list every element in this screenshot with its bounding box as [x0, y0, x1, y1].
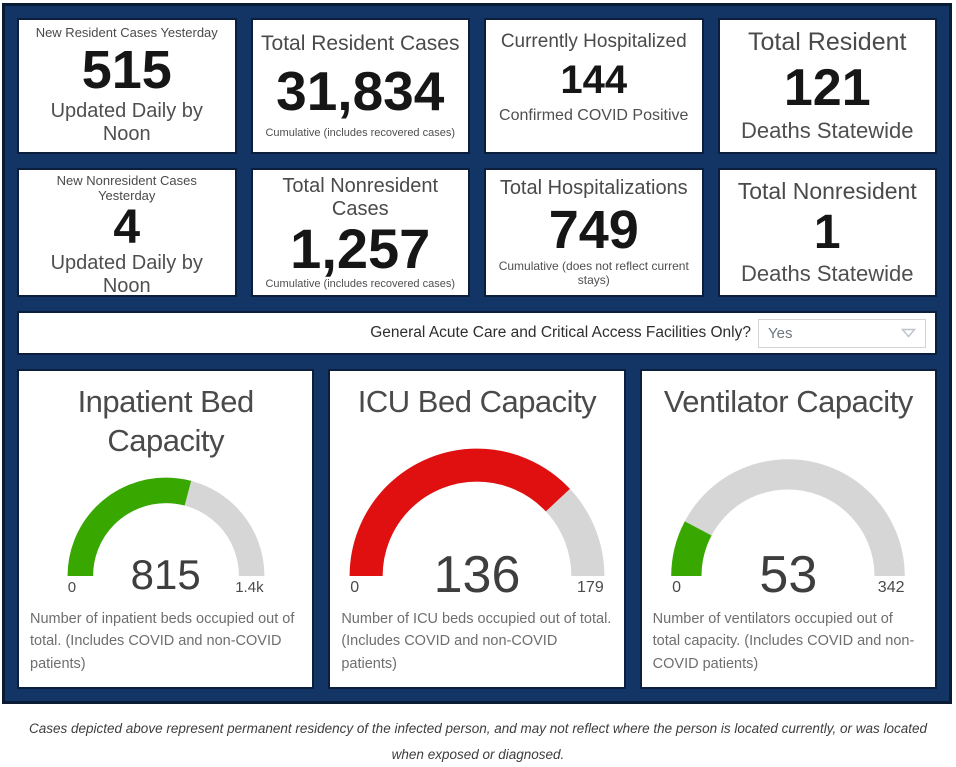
gauge-row: Inpatient Bed Capacity 815 0 1.4k Number…	[17, 369, 937, 689]
stat-card-value: 1,257	[290, 217, 431, 281]
stat-row-resident: New Resident Cases Yesterday 515 Updated…	[17, 18, 937, 154]
stat-card-currently-hospitalized: Currently Hospitalized 144 Confirmed COV…	[484, 18, 704, 154]
gauge-max-label: 342	[877, 578, 905, 596]
stat-card-value: 144	[560, 57, 628, 102]
gauge-chart: 136 0 179	[345, 444, 609, 601]
gauge-arc	[671, 458, 906, 576]
gauge-caption: Number of ventilators occupied out of to…	[652, 610, 915, 672]
stat-card-value: 1	[813, 206, 841, 260]
gauge-value: 53	[759, 545, 818, 604]
footer-disclaimer-text: Cases depicted above represent permanent…	[28, 721, 927, 762]
gauge-inpatient-bed-capacity: Inpatient Bed Capacity 815 0 1.4k Number…	[17, 369, 315, 689]
stat-card-sublabel: Deaths Statewide	[741, 118, 914, 144]
chevron-down-icon	[901, 328, 916, 338]
stat-card-sublabel: Confirmed COVID Positive	[499, 106, 689, 124]
dropdown-selected-value: Yes	[768, 324, 793, 342]
stat-card-value: 515	[81, 40, 172, 101]
gauge-max-label: 1.4k	[235, 578, 264, 596]
gauge-chart: 815 0 1.4k	[64, 474, 268, 595]
facilities-filter-dropdown[interactable]: Yes	[758, 318, 926, 348]
stat-card-label: Total Hospitalizations	[499, 177, 688, 200]
gauge-arc	[67, 477, 265, 576]
stat-card-value: 121	[783, 58, 871, 117]
stat-card-label: Total Resident	[748, 28, 907, 57]
gauge-chart: 53 0 342	[667, 455, 909, 601]
stat-card-value: 749	[548, 200, 639, 261]
gauge-min-label: 0	[350, 578, 360, 596]
stat-card-new-resident-cases: New Resident Cases Yesterday 515 Updated…	[17, 18, 237, 154]
gauge-title: Ventilator Capacity	[663, 384, 913, 419]
gauge-ventilator-capacity: Ventilator Capacity 53 0 342 Number of v…	[639, 369, 937, 689]
stat-card-label: Currently Hospitalized	[500, 31, 687, 52]
filter-bar: General Acute Care and Critical Access F…	[17, 311, 937, 355]
stat-card-total-hospitalizations: Total Hospitalizations 749 Cumulative (d…	[484, 168, 704, 297]
gauge-title: Inpatient Bed Capacity	[77, 384, 255, 458]
stat-card-total-nonresident-deaths: Total Nonresident 1 Deaths Statewide	[717, 168, 937, 297]
gauge-title: ICU Bed Capacity	[357, 384, 597, 419]
gauge-caption: Number of ICU beds occupied out of total…	[341, 610, 612, 672]
gauge-value: 136	[433, 545, 521, 604]
stat-card-label: Total Resident Cases	[261, 32, 460, 56]
stat-card-total-nonresident-cases: Total Nonresident Cases 1,257 Cumulative…	[250, 168, 470, 297]
footer-disclaimer: Cases depicted above represent permanent…	[0, 704, 956, 767]
stat-row-nonresident: New Nonresident Cases Yesterday 4 Update…	[17, 168, 937, 297]
covid-dashboard: New Resident Cases Yesterday 515 Updated…	[2, 3, 952, 704]
stat-card-value: 31,834	[276, 60, 445, 123]
filter-label: General Acute Care and Critical Access F…	[370, 324, 751, 341]
gauge-value: 815	[130, 550, 201, 598]
stat-card-label: Total Nonresident	[737, 178, 917, 205]
stat-card-sublabel: Cumulative (does not reflect current sta…	[498, 259, 689, 288]
stat-card-total-resident-deaths: Total Resident 121 Deaths Statewide	[717, 18, 937, 154]
stat-card-label: Total Nonresident Cases	[282, 174, 439, 220]
gauge-icu-bed-capacity: ICU Bed Capacity 136 0 179 Number of ICU…	[328, 369, 626, 689]
stat-card-sublabel: Cumulative (includes recovered cases)	[265, 127, 456, 140]
stat-card-label: New Nonresident Cases Yesterday	[56, 173, 197, 203]
stat-card-sublabel: Updated Daily by Noon	[50, 99, 203, 145]
stat-card-new-nonresident-cases: New Nonresident Cases Yesterday 4 Update…	[17, 168, 237, 297]
stat-card-sublabel: Deaths Statewide	[741, 261, 914, 287]
stat-card-label: New Resident Cases Yesterday	[35, 25, 218, 41]
gauge-caption: Number of inpatient beds occupied out of…	[30, 610, 295, 672]
gauge-min-label: 0	[67, 578, 77, 596]
gauge-max-label: 179	[577, 578, 604, 596]
stat-card-sublabel: Updated Daily by Noon	[50, 251, 203, 297]
stat-card-sublabel: Cumulative (includes recovered cases)	[265, 277, 456, 290]
gauge-min-label: 0	[672, 578, 682, 596]
gauge-arc	[349, 448, 605, 576]
stat-card-value: 4	[113, 200, 141, 254]
stat-card-total-resident-cases: Total Resident Cases 31,834 Cumulative (…	[250, 18, 470, 154]
